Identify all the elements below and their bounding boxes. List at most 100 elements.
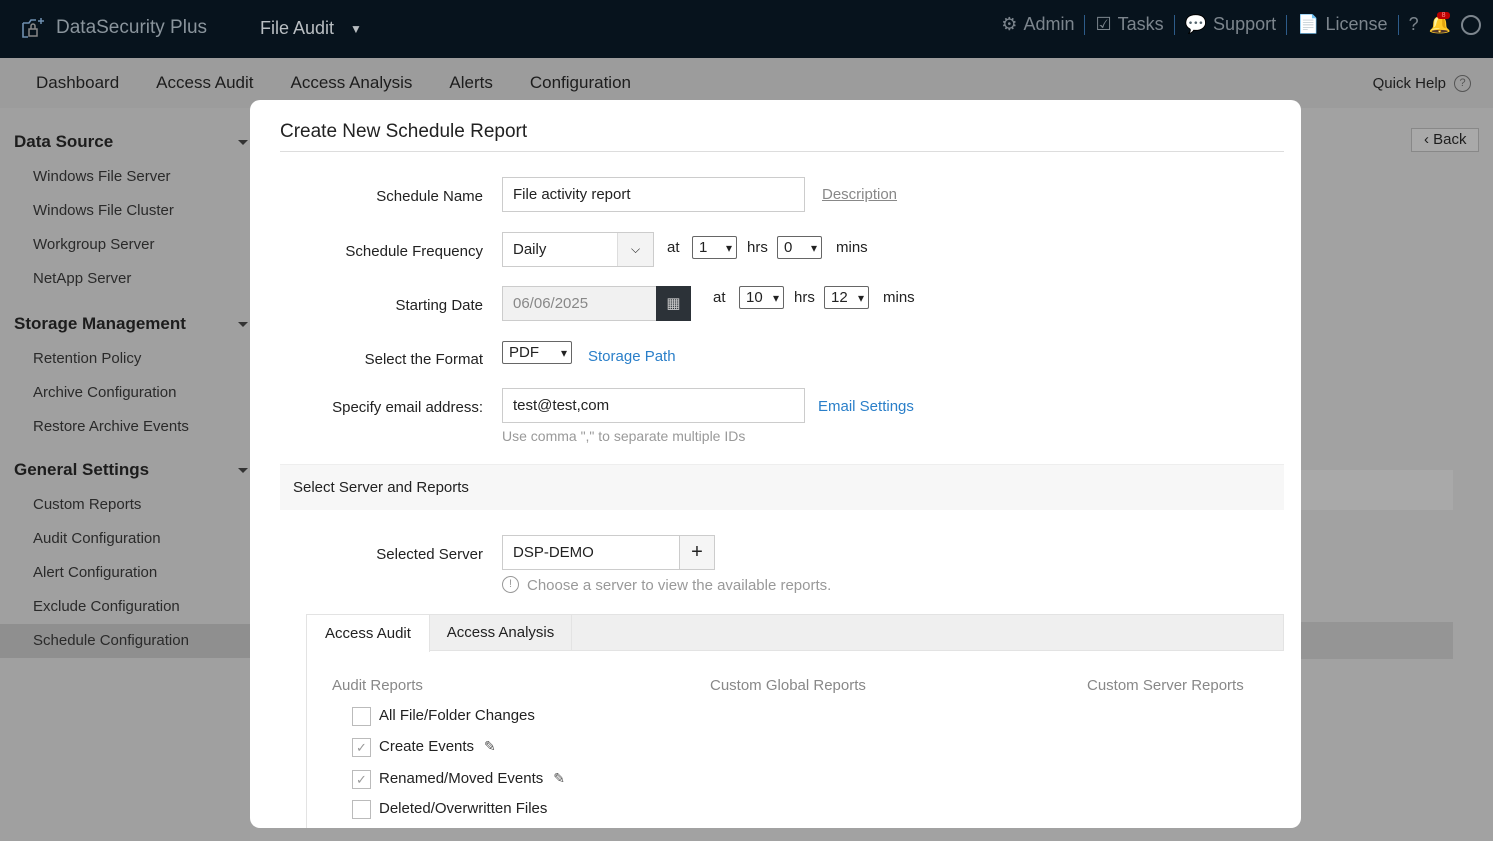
info-icon: !: [502, 576, 519, 593]
chevron-down-icon: ▾: [560, 346, 567, 360]
top-bar: DataSecurity Plus File Audit ▼ ⚙ Admin ☑ T…: [0, 0, 1493, 58]
divider: [306, 651, 307, 828]
frequency-select[interactable]: Daily ⌵: [502, 232, 654, 267]
server-input[interactable]: DSP-DEMO: [502, 535, 680, 570]
help-icon[interactable]: ?: [1408, 14, 1419, 34]
quick-help[interactable]: Quick Help?: [1373, 75, 1471, 92]
start-hours-select[interactable]: 10 ▾: [739, 286, 784, 309]
chevron-down-icon: ▾: [725, 241, 732, 255]
calendar-icon[interactable]: ▦: [656, 286, 691, 321]
server-label: Selected Server: [376, 546, 483, 563]
audit-reports-heading: Audit Reports: [332, 677, 423, 694]
bell-icon[interactable]: 🔔 8: [1428, 12, 1451, 34]
starting-date-label: Starting Date: [395, 297, 483, 314]
admin-link[interactable]: ⚙ Admin: [1001, 14, 1075, 34]
nav-access-analysis[interactable]: Access Analysis: [290, 73, 413, 92]
sidebar-item[interactable]: Windows File Cluster: [33, 202, 174, 219]
storage-path-link[interactable]: Storage Path: [588, 348, 676, 365]
checkbox-checked[interactable]: ✓: [352, 770, 371, 789]
add-server-button[interactable]: +: [679, 535, 715, 570]
at-label: at: [713, 289, 726, 306]
sidebar-item[interactable]: Restore Archive Events: [33, 418, 189, 435]
nav-dashboard[interactable]: Dashboard: [36, 73, 120, 92]
chevron-down-icon: ⌵: [617, 233, 653, 266]
support-link[interactable]: 💬 Support: [1184, 14, 1277, 34]
report-item[interactable]: ✓ Create Events ✎: [352, 738, 496, 758]
email-settings-link[interactable]: Email Settings: [818, 398, 914, 415]
divider: [1173, 14, 1175, 35]
schedule-name-input[interactable]: File activity report: [502, 177, 805, 212]
app-name: DataSecurity Plus: [56, 17, 208, 38]
server-hint: Choose a server to view the available re…: [527, 577, 832, 594]
sidebar-item[interactable]: Audit Configuration: [33, 530, 161, 547]
back-button[interactable]: ‹ Back: [1411, 128, 1479, 152]
hrs-label: hrs: [747, 239, 768, 256]
divider: [1084, 14, 1086, 35]
report-item[interactable]: All File/Folder Changes: [352, 707, 535, 727]
nav-alerts[interactable]: Alerts: [449, 73, 493, 92]
sidebar-item[interactable]: Exclude Configuration: [33, 598, 180, 615]
sidebar-item[interactable]: Retention Policy: [33, 350, 142, 367]
user-avatar-icon[interactable]: [1461, 14, 1481, 35]
sidebar-item[interactable]: NetApp Server: [33, 270, 132, 287]
pencil-icon[interactable]: ✎: [484, 738, 496, 754]
question-icon: ?: [1454, 75, 1471, 92]
divider: [280, 151, 1284, 152]
chevron-down-icon: ▾: [857, 291, 864, 305]
at-label: at: [667, 239, 680, 256]
caret-down-icon[interactable]: ▼: [350, 22, 362, 36]
nav-access-audit[interactable]: Access Audit: [156, 73, 254, 92]
pencil-icon[interactable]: ✎: [553, 770, 565, 786]
nav-configuration[interactable]: Configuration: [529, 73, 631, 92]
custom-global-reports-heading: Custom Global Reports: [710, 677, 866, 694]
chevron-down-icon: ▾: [810, 241, 817, 255]
frequency-mins-select[interactable]: 0 ▾: [777, 236, 822, 259]
section-header: Select Server and Reports: [280, 464, 1284, 510]
chevron-down-icon: ▾: [772, 291, 779, 305]
notification-badge: 8: [1436, 12, 1451, 19]
start-mins-select[interactable]: 12 ▾: [824, 286, 869, 309]
sidebar-item[interactable]: Workgroup Server: [33, 236, 155, 253]
tasks-link[interactable]: ☑ Tasks: [1095, 14, 1164, 34]
sidebar-item-selected[interactable]: Schedule Configuration: [0, 624, 250, 658]
report-item[interactable]: ✓ Renamed/Moved Events ✎: [352, 770, 565, 790]
frequency-hours-select[interactable]: 1 ▾: [692, 236, 737, 259]
divider: [1397, 14, 1399, 35]
format-select[interactable]: PDF ▾: [502, 341, 572, 364]
chat-icon: 💬: [1184, 14, 1208, 34]
checkbox[interactable]: [352, 800, 371, 819]
frequency-label: Schedule Frequency: [345, 243, 483, 260]
email-input[interactable]: test@test,com: [502, 388, 805, 423]
sidebar-section-general[interactable]: General Settings: [0, 452, 250, 488]
main-nav: Dashboard Access Audit Access Analysis A…: [0, 58, 1493, 108]
tab-access-analysis[interactable]: Access Analysis: [430, 614, 572, 651]
format-label: Select the Format: [364, 351, 483, 368]
checkbox-checked[interactable]: ✓: [352, 738, 371, 757]
app-logo[interactable]: DataSecurity Plus: [20, 15, 207, 41]
tab-access-audit[interactable]: Access Audit: [306, 614, 430, 652]
module-selector[interactable]: File Audit: [260, 18, 335, 38]
report-tabs: [306, 614, 1284, 651]
sidebar-item[interactable]: Custom Reports: [33, 496, 142, 513]
sidebar-item[interactable]: Archive Configuration: [33, 384, 177, 401]
sidebar-item[interactable]: Alert Configuration: [33, 564, 158, 581]
checkbox[interactable]: [352, 707, 371, 726]
tasks-icon: ☑: [1095, 14, 1112, 34]
gear-icon: ⚙: [1001, 14, 1018, 34]
hrs-label: hrs: [794, 289, 815, 306]
sidebar-item[interactable]: Windows File Server: [33, 168, 171, 185]
mins-label: mins: [836, 239, 868, 256]
description-link[interactable]: Description: [822, 186, 898, 203]
custom-server-reports-heading: Custom Server Reports: [1087, 677, 1244, 694]
folder-lock-icon: [22, 18, 44, 38]
license-link[interactable]: 📄 License: [1297, 14, 1388, 34]
sidebar: Data Source Windows File Server Windows …: [0, 108, 250, 841]
sidebar-section-storage[interactable]: Storage Management: [0, 306, 250, 342]
modal-title: Create New Schedule Report: [280, 121, 528, 142]
background-panel: [1300, 470, 1453, 510]
starting-date-input[interactable]: 06/06/2025: [502, 286, 657, 321]
sidebar-section-data-source[interactable]: Data Source: [0, 124, 250, 160]
report-item[interactable]: Deleted/Overwritten Files: [352, 800, 547, 820]
mins-label: mins: [883, 289, 915, 306]
section-title: Select Server and Reports: [293, 479, 469, 496]
